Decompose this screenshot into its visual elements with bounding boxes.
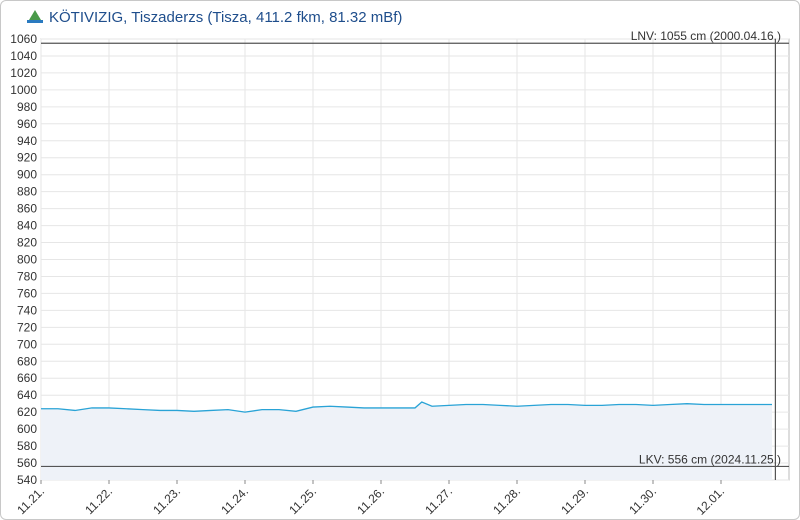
x-tick-label: 11.21. (14, 484, 47, 517)
y-tick-label: 920 (17, 151, 37, 165)
reference-label: LKV: 556 cm (2024.11.25.) (639, 452, 781, 466)
y-tick-label: 980 (17, 100, 37, 114)
logo-icon (27, 10, 43, 23)
x-tick-label: 11.24. (218, 484, 251, 517)
y-tick-label: 740 (17, 303, 37, 317)
x-tick-label: 11.25. (286, 484, 319, 517)
y-tick-label: 800 (17, 253, 37, 267)
y-tick-label: 640 (17, 388, 37, 402)
x-tick-label: 11.27. (422, 484, 455, 517)
y-tick-label: 960 (17, 117, 37, 131)
x-tick-label: 11.29. (558, 484, 591, 517)
y-tick-label: 940 (17, 134, 37, 148)
y-tick-label: 680 (17, 354, 37, 368)
y-tick-label: 820 (17, 236, 37, 250)
x-tick-label: 11.26. (354, 484, 387, 517)
y-tick-label: 620 (17, 405, 37, 419)
y-tick-label: 560 (17, 456, 37, 470)
x-tick-label: 11.28. (490, 484, 523, 517)
y-tick-label: 660 (17, 371, 37, 385)
area-fill (41, 401, 772, 480)
y-tick-label: 1060 (10, 32, 37, 46)
y-tick-label: 1040 (10, 49, 37, 63)
y-tick-label: 780 (17, 269, 37, 283)
x-tick-label: 11.23. (150, 484, 183, 517)
x-tick-label: 12.01. (694, 484, 727, 517)
y-tick-label: 580 (17, 439, 37, 453)
y-tick-label: 600 (17, 422, 37, 436)
reference-label: LNV: 1055 cm (2000.04.16.) (631, 29, 781, 43)
y-tick-label: 880 (17, 185, 37, 199)
y-tick-label: 1020 (10, 66, 37, 80)
y-tick-label: 900 (17, 168, 37, 182)
series-line (41, 401, 772, 413)
y-tick-label: 540 (17, 473, 37, 487)
chart-title: KÖTIVIZIG, Tiszaderzs (Tisza, 411.2 fkm,… (49, 8, 402, 26)
y-tick-label: 860 (17, 202, 37, 216)
y-tick-label: 720 (17, 320, 37, 334)
y-tick-label: 760 (17, 286, 37, 300)
y-tick-label: 1000 (10, 83, 37, 97)
x-tick-label: 11.30. (626, 484, 659, 517)
y-tick-label: 700 (17, 337, 37, 351)
y-tick-label: 840 (17, 219, 37, 233)
x-tick-label: 11.22. (82, 484, 115, 517)
